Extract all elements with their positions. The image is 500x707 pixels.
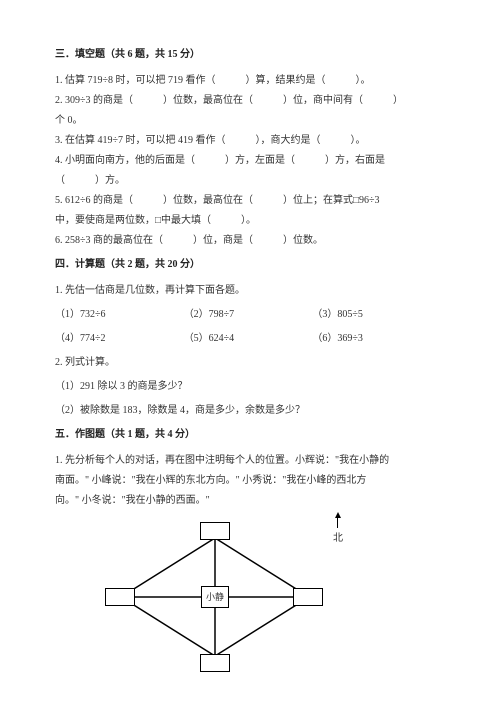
q5-1a: 1. 先分析每个人的对话，再在图中注明每个人的位置。小辉说："我在小静的 — [55, 452, 445, 470]
q3-4a: 4. 小明面向南方，他的后面是（ ）方，左面是（ ）方，右面是 — [55, 152, 445, 170]
q5-1c: 向。" 小冬说："我在小静的西面。" — [55, 492, 445, 510]
box-bottom — [200, 654, 230, 672]
q4-2: 2. 列式计算。 — [55, 354, 445, 372]
q3-6: 6. 258÷3 商的最高位在（ ）位，商是（ ）位数。 — [55, 232, 445, 250]
calc-item-6: （6）369÷3 — [312, 330, 441, 348]
section3-title: 三．填空题（共 6 题，共 15 分） — [55, 46, 445, 64]
calc-item-2: （2）798÷7 — [184, 306, 313, 324]
q3-3: 3. 在估算 419÷7 时，可以把 419 看作（ ），商大约是（ ）。 — [55, 132, 445, 150]
box-left — [105, 588, 135, 606]
section5-title: 五．作图题（共 1 题，共 4 分） — [55, 426, 445, 444]
direction-diagram: 小静 北 — [105, 522, 325, 672]
box-top — [200, 522, 230, 540]
north-label: 北 — [333, 530, 343, 548]
q3-5b: 中，要使商是两位数，□中最大填（ ）。 — [55, 212, 445, 230]
calc-item-5: （5）624÷4 — [184, 330, 313, 348]
q3-4b: （ ）方。 — [55, 172, 445, 190]
q4-2-2: （2）被除数是 183，除数是 4，商是多少，余数是多少？ — [55, 402, 445, 420]
q4-2-1: （1）291 除以 3 的商是多少？ — [55, 378, 445, 396]
q4-1: 1. 先估一估商是几位数，再计算下面各题。 — [55, 282, 445, 300]
calc-item-1: （1）732÷6 — [55, 306, 184, 324]
section4-title: 四．计算题（共 2 题，共 20 分） — [55, 256, 445, 274]
calc-item-3: （3）805÷5 — [312, 306, 441, 324]
box-center: 小静 — [201, 586, 229, 608]
q3-5a: 5. 612÷6 的商是（ ）位数，最高位在（ ）位上；在算式□96÷3 — [55, 192, 445, 210]
q5-1b: 南面。" 小峰说："我在小辉的东北方向。" 小秀说："我在小峰的西北方 — [55, 472, 445, 490]
box-right — [293, 588, 323, 606]
calc-row-2: （4）774÷2 （5）624÷4 （6）369÷3 — [55, 330, 445, 348]
q3-2a: 2. 309÷3 的商是（ ）位数，最高位在（ ）位，商中间有（ ） — [55, 92, 445, 110]
q3-2b: 个 0。 — [55, 112, 445, 130]
calc-row-1: （1）732÷6 （2）798÷7 （3）805÷5 — [55, 306, 445, 324]
q3-1: 1. 估算 719÷8 时，可以把 719 看作（ ）算，结果约是（ ）。 — [55, 72, 445, 90]
calc-item-4: （4）774÷2 — [55, 330, 184, 348]
